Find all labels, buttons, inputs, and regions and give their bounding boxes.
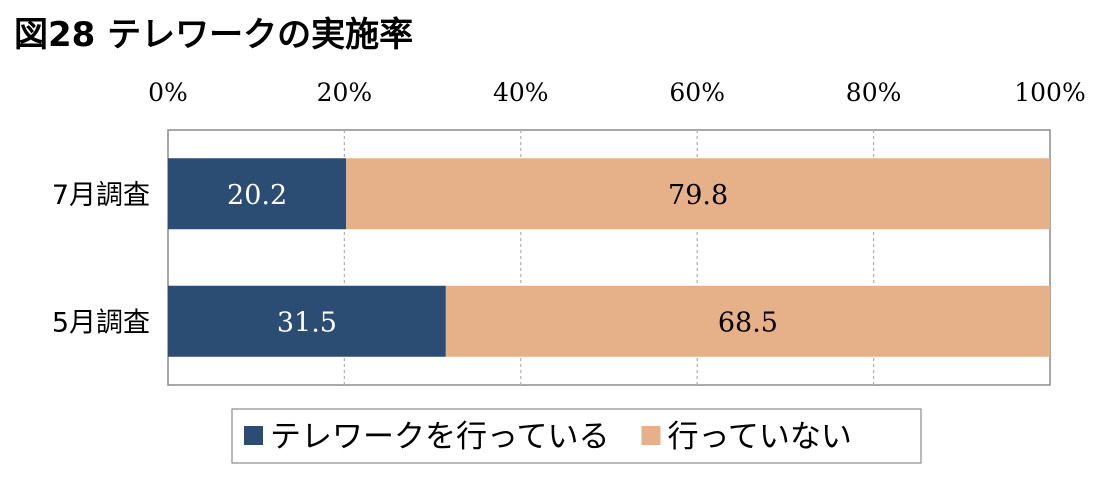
legend: テレワークを行っている 行っていない (231, 408, 922, 464)
x-tick-label: 80% (846, 78, 902, 107)
bar-segment (168, 285, 446, 357)
category-labels: 7月調査 5月調査 (52, 180, 150, 339)
legend-label: テレワークを行っている (270, 419, 609, 455)
legend-swatch (641, 426, 661, 445)
category-label: 7月調査 (52, 180, 150, 211)
x-tick-label: 0% (148, 78, 188, 107)
bar-segment (346, 158, 1050, 230)
bars: 20.2 79.8 31.5 68.5 (168, 158, 1051, 357)
data-label: 20.2 (227, 180, 287, 211)
x-tick-label: 40% (493, 78, 549, 107)
data-label: 79.8 (668, 180, 728, 211)
x-tick-label: 60% (669, 78, 725, 107)
legend-swatch (244, 426, 263, 445)
data-label: 31.5 (277, 307, 337, 338)
bar-segment (445, 285, 1051, 357)
x-tick-label: 100% (1014, 78, 1085, 107)
legend-box (231, 408, 922, 464)
x-axis-ticks: 0% 20% 40% 60% 80% 100% (148, 78, 1086, 107)
data-label: 68.5 (718, 307, 778, 338)
category-label: 5月調査 (52, 307, 150, 338)
legend-label: 行っていない (667, 419, 851, 455)
x-tick-label: 20% (317, 78, 373, 107)
bar-segment (168, 158, 347, 230)
chart-title: 図28 テレワークの実施率 (14, 15, 413, 55)
